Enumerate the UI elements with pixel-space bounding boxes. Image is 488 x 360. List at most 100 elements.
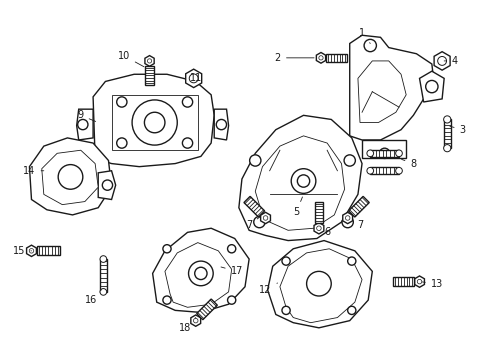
Circle shape: [144, 112, 164, 133]
Text: 10: 10: [118, 51, 144, 67]
Text: 17: 17: [221, 266, 243, 276]
Text: 8: 8: [401, 158, 416, 168]
Circle shape: [182, 97, 192, 107]
Circle shape: [425, 80, 437, 93]
Circle shape: [100, 289, 106, 295]
Polygon shape: [267, 240, 371, 328]
Circle shape: [227, 296, 235, 304]
Polygon shape: [260, 212, 270, 224]
Polygon shape: [361, 140, 406, 158]
Text: 6: 6: [320, 222, 329, 237]
Polygon shape: [190, 315, 200, 326]
Circle shape: [100, 256, 106, 262]
Circle shape: [132, 100, 177, 145]
Polygon shape: [164, 243, 231, 307]
Polygon shape: [238, 115, 361, 240]
Polygon shape: [392, 277, 413, 286]
Circle shape: [443, 145, 450, 152]
Polygon shape: [348, 196, 368, 217]
Polygon shape: [29, 138, 111, 215]
Circle shape: [282, 257, 289, 265]
Polygon shape: [357, 61, 406, 122]
Circle shape: [316, 226, 321, 230]
Polygon shape: [325, 54, 346, 62]
Circle shape: [263, 216, 267, 220]
Circle shape: [227, 245, 235, 253]
Polygon shape: [369, 167, 398, 174]
Text: 15: 15: [13, 246, 31, 256]
Circle shape: [163, 296, 171, 304]
Text: 3: 3: [449, 125, 465, 135]
Circle shape: [194, 267, 206, 280]
Polygon shape: [185, 69, 201, 87]
Polygon shape: [369, 150, 398, 157]
Text: 1: 1: [358, 28, 369, 44]
Polygon shape: [443, 120, 450, 148]
Polygon shape: [26, 245, 36, 257]
Circle shape: [395, 167, 402, 174]
Circle shape: [366, 150, 373, 157]
Text: 12: 12: [259, 283, 277, 295]
Text: 4: 4: [443, 56, 457, 66]
Circle shape: [282, 306, 289, 315]
Circle shape: [344, 155, 355, 166]
Circle shape: [102, 180, 112, 190]
Polygon shape: [41, 150, 98, 204]
Text: 5: 5: [293, 197, 302, 217]
Polygon shape: [279, 249, 361, 323]
Circle shape: [437, 57, 446, 66]
Circle shape: [345, 216, 349, 220]
Circle shape: [78, 120, 88, 130]
Circle shape: [395, 150, 402, 157]
Polygon shape: [414, 276, 424, 287]
Polygon shape: [419, 71, 443, 102]
Circle shape: [366, 167, 373, 174]
Text: 11: 11: [189, 73, 202, 84]
Polygon shape: [100, 259, 106, 292]
Circle shape: [443, 116, 450, 123]
Polygon shape: [316, 53, 325, 63]
Polygon shape: [255, 136, 344, 230]
Text: 2: 2: [274, 53, 313, 63]
Polygon shape: [314, 202, 323, 222]
Circle shape: [341, 216, 353, 228]
Circle shape: [117, 138, 127, 148]
Circle shape: [147, 59, 151, 63]
Polygon shape: [77, 109, 93, 140]
Polygon shape: [342, 212, 352, 224]
Circle shape: [379, 148, 389, 158]
Text: 7: 7: [351, 215, 363, 230]
Circle shape: [193, 318, 198, 323]
Circle shape: [216, 120, 226, 130]
Circle shape: [306, 271, 330, 296]
Circle shape: [253, 216, 264, 228]
Polygon shape: [433, 52, 449, 70]
Text: 16: 16: [85, 290, 101, 305]
Text: 9: 9: [78, 110, 96, 121]
Polygon shape: [37, 247, 60, 255]
Circle shape: [29, 248, 34, 253]
Circle shape: [189, 74, 198, 83]
Circle shape: [364, 39, 376, 52]
Text: 14: 14: [23, 166, 44, 176]
Polygon shape: [98, 171, 116, 199]
Circle shape: [58, 165, 82, 189]
Polygon shape: [111, 95, 197, 150]
Polygon shape: [214, 109, 228, 140]
Circle shape: [163, 245, 171, 253]
Circle shape: [291, 169, 315, 193]
Polygon shape: [93, 74, 214, 167]
Circle shape: [318, 56, 323, 60]
Circle shape: [117, 97, 127, 107]
Polygon shape: [144, 55, 154, 66]
Circle shape: [347, 257, 355, 265]
Text: 18: 18: [179, 318, 195, 333]
Circle shape: [297, 175, 309, 187]
Polygon shape: [349, 35, 433, 140]
Circle shape: [182, 138, 192, 148]
Circle shape: [188, 261, 213, 286]
Text: 7: 7: [245, 217, 260, 230]
Text: 13: 13: [422, 279, 442, 289]
Circle shape: [416, 279, 421, 284]
Polygon shape: [145, 66, 153, 85]
